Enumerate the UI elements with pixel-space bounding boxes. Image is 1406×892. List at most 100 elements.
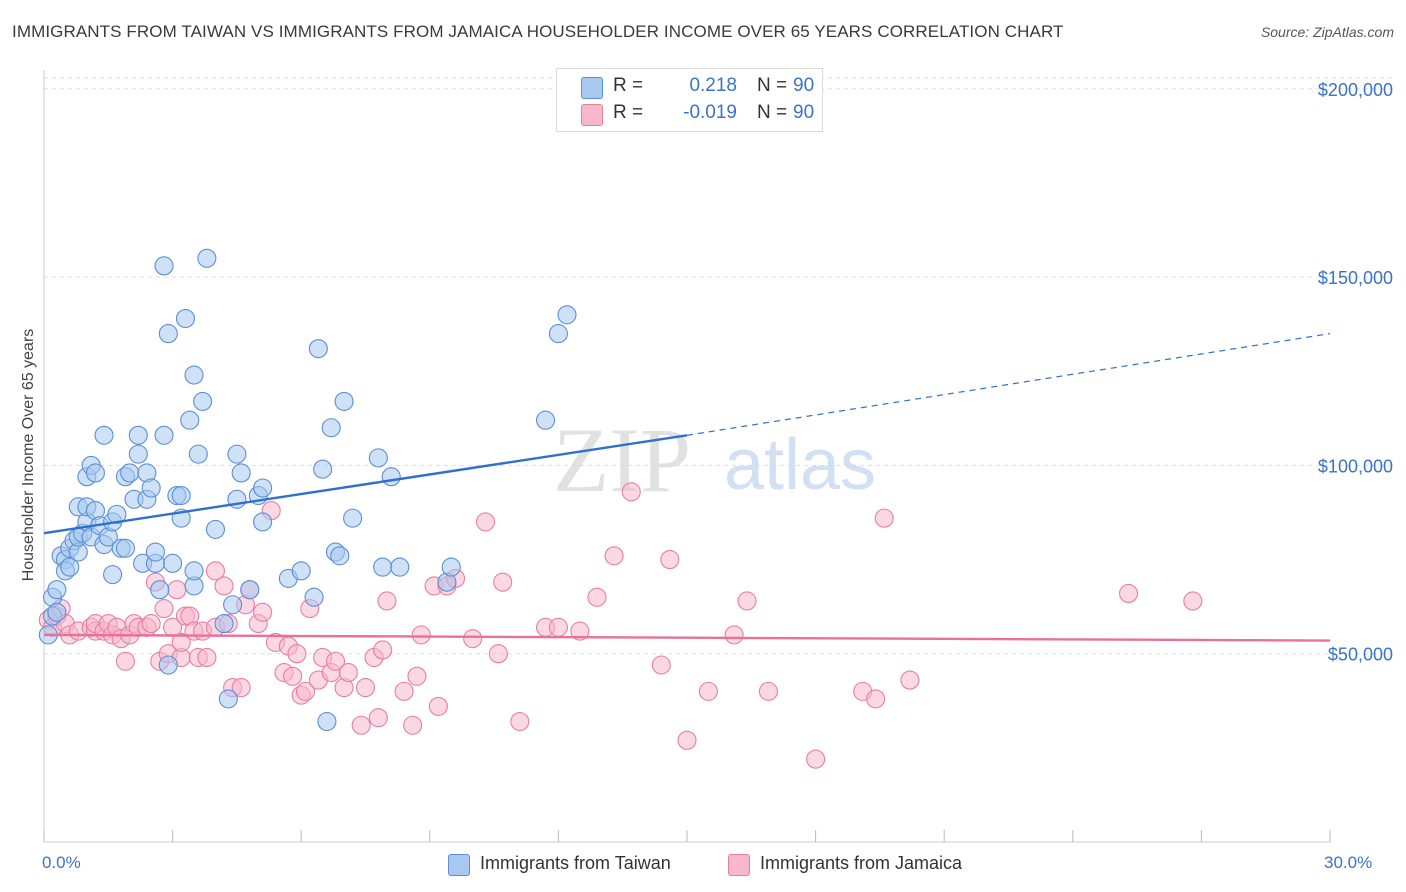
- taiwan-point: [557, 305, 577, 325]
- taiwan-trend-line: [43, 434, 688, 535]
- taiwan-point: [308, 339, 328, 359]
- jamaica-point: [806, 749, 826, 769]
- source-label: Source: ZipAtlas.com: [1260, 24, 1394, 40]
- taiwan-point: [321, 418, 341, 438]
- jamaica-point: [677, 730, 697, 750]
- jamaica-point: [338, 662, 358, 683]
- taiwan-point: [47, 602, 67, 622]
- jamaica-point: [488, 644, 508, 664]
- taiwan-point: [145, 542, 166, 562]
- y-tick-label: $150,000: [1318, 268, 1393, 288]
- taiwan-point: [330, 546, 350, 566]
- jamaica-point: [463, 629, 483, 649]
- legend-label-taiwan: Immigrants from Taiwan: [480, 853, 671, 873]
- legend-r-value: 0.218: [689, 75, 737, 96]
- legend-r-value: -0.019: [683, 102, 737, 123]
- taiwan-point: [381, 467, 401, 487]
- jamaica-point: [698, 681, 718, 701]
- watermark-atlas: atlas: [724, 425, 876, 505]
- taiwan-point: [548, 324, 568, 344]
- jamaica-point: [325, 651, 346, 671]
- taiwan-point: [304, 587, 324, 607]
- taiwan-point: [120, 463, 140, 483]
- jamaica-point: [411, 625, 431, 645]
- taiwan-point: [128, 425, 148, 445]
- jamaica-point: [171, 632, 191, 652]
- jamaica-point: [197, 647, 217, 668]
- correlation-legend: R = 0.218 N = 90 R = -0.019 N = 90: [556, 68, 823, 132]
- taiwan-point: [175, 308, 196, 329]
- taiwan-point: [223, 595, 243, 615]
- jamaica-point: [660, 550, 680, 570]
- watermark-zip: ZIP: [553, 409, 691, 511]
- legend-swatch-taiwan: [581, 77, 603, 99]
- taiwan-point: [253, 478, 273, 498]
- jamaica-point: [205, 561, 226, 581]
- legend-swatch-taiwan: [448, 854, 470, 876]
- taiwan-point: [441, 557, 461, 577]
- taiwan-point: [171, 485, 191, 506]
- jamaica-point: [1183, 591, 1203, 611]
- jamaica-point: [287, 644, 307, 664]
- chart-title: IMMIGRANTS FROM TAIWAN VS IMMIGRANTS FRO…: [12, 22, 1064, 41]
- taiwan-point: [291, 561, 311, 581]
- jamaica-point: [493, 572, 513, 592]
- taiwan-point: [188, 444, 208, 464]
- series-taiwan-points: [38, 248, 577, 732]
- jamaica-point: [283, 666, 303, 686]
- trend-lines: [43, 333, 1331, 642]
- jamaica-point: [737, 591, 757, 611]
- jamaica-point: [866, 689, 886, 709]
- taiwan-point: [193, 391, 213, 411]
- jamaica-point: [1118, 583, 1139, 604]
- legend-r-label: R =: [613, 102, 644, 123]
- taiwan-point: [128, 444, 148, 464]
- jamaica-point: [231, 678, 251, 698]
- jamaica-point: [651, 655, 671, 675]
- x-tick-label-max: 30.0%: [1324, 853, 1373, 872]
- legend-label-jamaica: Immigrants from Jamaica: [760, 853, 963, 873]
- legend-n-value: 90: [793, 102, 815, 123]
- jamaica-point: [874, 508, 894, 528]
- taiwan-point: [343, 508, 363, 528]
- jamaica-point: [214, 576, 234, 596]
- taiwan-point: [154, 425, 174, 445]
- taiwan-point: [107, 504, 127, 524]
- taiwan-point: [535, 410, 556, 430]
- jamaica-point: [724, 625, 744, 645]
- taiwan-point: [240, 580, 260, 600]
- taiwan-point: [184, 365, 204, 385]
- legend-swatch-jamaica: [728, 854, 750, 876]
- taiwan-point: [390, 557, 410, 577]
- legend-swatch-jamaica: [581, 104, 603, 126]
- jamaica-point: [587, 587, 607, 607]
- taiwan-point: [158, 324, 178, 344]
- taiwan-point: [368, 448, 388, 468]
- jamaica-point: [475, 512, 496, 532]
- legend-n-label: N =: [757, 75, 788, 96]
- x-tick-label-min: 0.0%: [42, 853, 81, 872]
- taiwan-point: [94, 425, 114, 445]
- taiwan-point: [103, 565, 123, 585]
- jamaica-point: [604, 546, 624, 566]
- taiwan-point: [158, 655, 178, 675]
- watermark: ZIP atlas: [553, 409, 876, 511]
- grid-lines: [44, 77, 1395, 655]
- taiwan-point: [214, 614, 234, 634]
- taiwan-point: [47, 580, 67, 600]
- y-tick-label: $200,000: [1318, 80, 1393, 100]
- taiwan-point: [150, 580, 170, 600]
- jamaica-point: [167, 580, 187, 600]
- y-axis-title: Householder Income Over 65 years: [20, 328, 37, 582]
- jamaica-point: [900, 670, 920, 690]
- jamaica-point: [407, 666, 427, 686]
- jamaica-point: [394, 681, 414, 701]
- legend-n-value: 90: [793, 75, 815, 96]
- taiwan-point: [85, 463, 105, 483]
- jamaica-point: [510, 711, 530, 732]
- taiwan-point: [205, 519, 226, 539]
- taiwan-point: [154, 256, 174, 276]
- taiwan-point: [115, 538, 135, 558]
- taiwan-point: [317, 711, 337, 732]
- jamaica-trend-line: [43, 633, 1331, 642]
